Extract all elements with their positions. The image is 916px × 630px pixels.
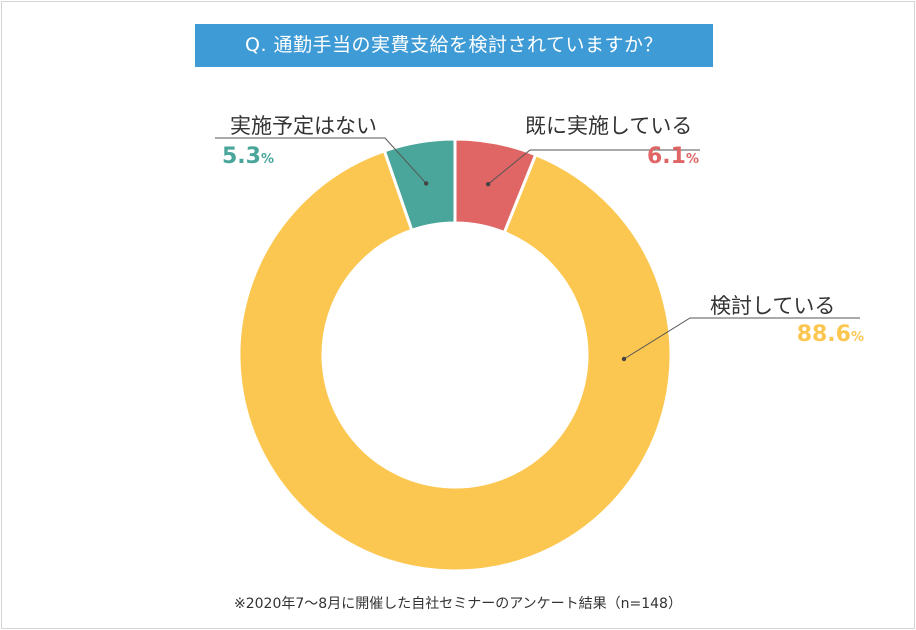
chart-title: Q. 通勤手当の実費支給を検討されていますか？ xyxy=(195,24,713,67)
slice-label-implemented: 既に実施している xyxy=(525,114,693,138)
leader-considering-dot xyxy=(621,356,627,362)
slice-value-no-plan: 5.3% xyxy=(222,146,274,168)
slice-value-implemented-unit: % xyxy=(685,152,699,167)
leader-lines xyxy=(215,137,860,362)
leader-no-plan-dot xyxy=(423,181,429,186)
survey-note: ※2020年7〜8月に開催した自社セミナーのアンケート結果（n=148） xyxy=(234,596,682,612)
slice-value-implemented: 6.1% xyxy=(647,146,699,168)
slice-label-considering: 検討している xyxy=(710,294,836,318)
slice-considering xyxy=(237,148,673,573)
slice-no-plan xyxy=(382,137,457,233)
slice-value-no-plan-unit: % xyxy=(260,152,275,167)
slice-value-considering-number: 88.6 xyxy=(796,322,851,347)
leader-no-plan xyxy=(215,137,427,184)
leader-implemented xyxy=(487,149,700,185)
slice-value-no-plan-number: 5.3 xyxy=(222,144,261,169)
slice-value-implemented-number: 6.1 xyxy=(646,144,686,169)
leader-considering xyxy=(623,317,860,360)
slice-value-considering: 88.6% xyxy=(797,324,864,346)
donut-slices xyxy=(237,137,673,573)
slice-value-considering-unit: % xyxy=(850,330,864,345)
slice-label-no-plan: 実施予定はない xyxy=(230,114,377,138)
leader-implemented-dot xyxy=(485,181,491,187)
